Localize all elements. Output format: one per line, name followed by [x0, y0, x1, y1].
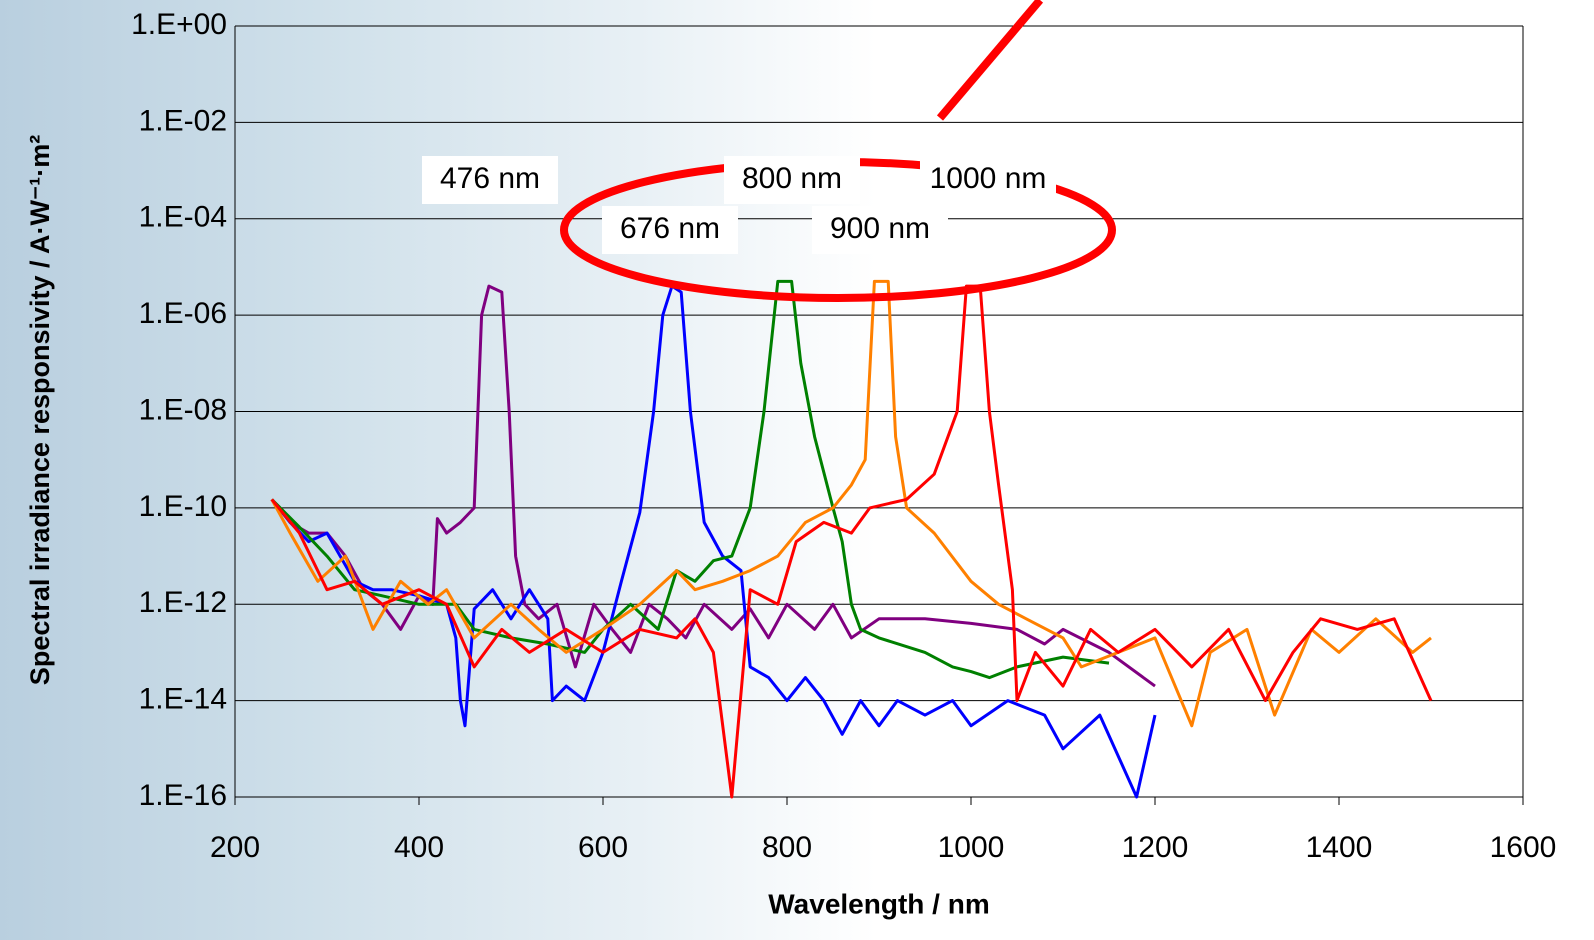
- label-box: [920, 156, 1056, 204]
- series-label: 1000 nm: [930, 162, 1047, 195]
- label-box: [422, 156, 558, 204]
- series-line: [270, 284, 1433, 799]
- y-tick-label: 1.E-12: [139, 586, 227, 619]
- series-label: 800 nm: [742, 162, 842, 195]
- x-tick-label: 800: [762, 831, 812, 864]
- y-tick-label: 1.E-08: [139, 393, 227, 426]
- y-tick-label: 1.E-04: [139, 201, 227, 234]
- y-tick-label: 1.E-02: [139, 104, 227, 137]
- series-line: [270, 284, 1156, 688]
- series-line: [270, 279, 1432, 728]
- x-tick-label: 1200: [1122, 831, 1189, 864]
- series-label: 676 nm: [620, 212, 720, 245]
- x-tick-label: 1000: [938, 831, 1005, 864]
- label-box: [724, 156, 860, 204]
- x-tick-label: 1600: [1490, 831, 1557, 864]
- y-axis-label: Spectral irradiance responsivity / A·W⁻¹…: [25, 135, 55, 685]
- pointer-line: [936, 0, 1044, 121]
- y-tick-label: 1.E+00: [131, 8, 227, 41]
- y-tick-label: 1.E-10: [139, 490, 227, 523]
- y-tick-label: 1.E-14: [139, 683, 227, 716]
- label-box: [812, 206, 948, 254]
- series-label: 900 nm: [830, 212, 930, 245]
- y-tick-label: 1.E-16: [139, 779, 227, 812]
- x-tick-label: 400: [394, 831, 444, 864]
- series-label: 476 nm: [440, 162, 540, 195]
- x-tick-label: 1400: [1306, 831, 1373, 864]
- x-tick-label: 600: [578, 831, 628, 864]
- label-box: [602, 206, 738, 254]
- series-line: [270, 279, 1110, 680]
- series-line: [270, 284, 1157, 799]
- x-axis-label: Wavelength / nm: [768, 888, 989, 919]
- y-tick-label: 1.E-06: [139, 297, 227, 330]
- x-tick-label: 200: [210, 831, 260, 864]
